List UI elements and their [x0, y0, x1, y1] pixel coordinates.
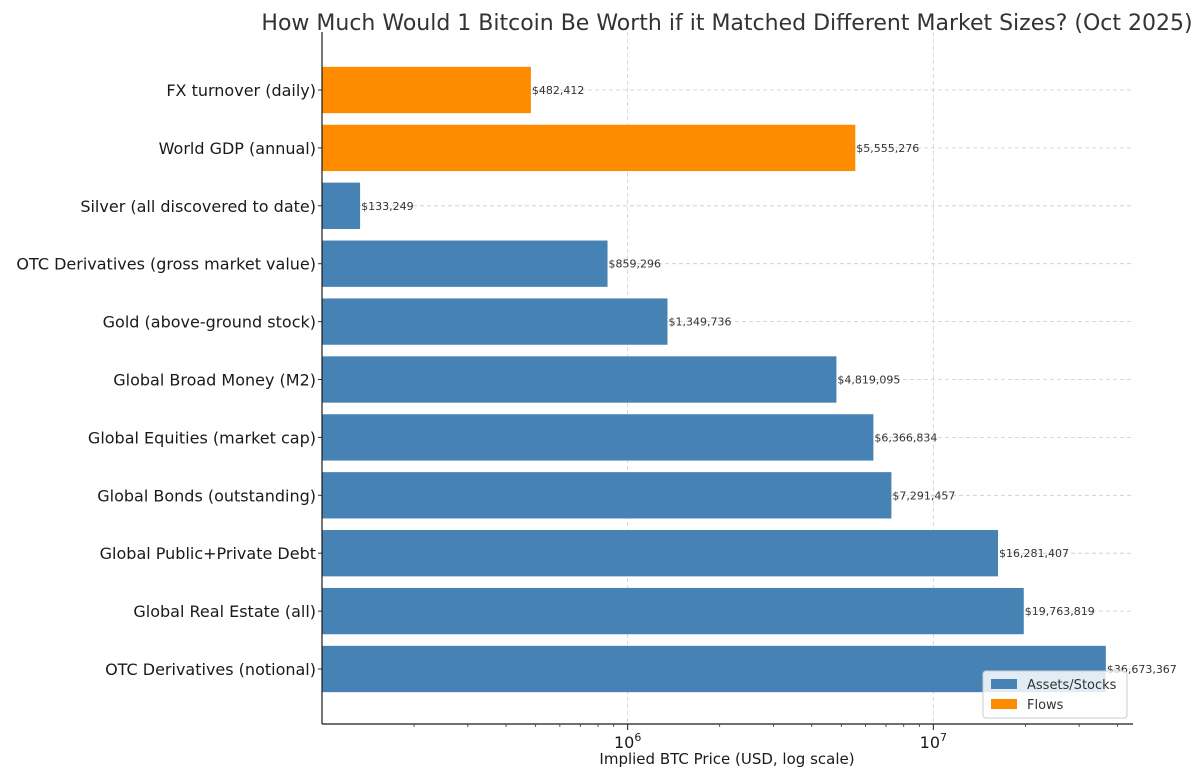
category-label: Global Broad Money (M2) — [113, 371, 316, 390]
category-label: OTC Derivatives (gross market value) — [16, 255, 316, 274]
bar — [322, 587, 1024, 635]
x-tick-label: 107 — [920, 731, 947, 752]
bar-value-label: $482,412 — [532, 84, 585, 97]
bar-value-label: $16,281,407 — [999, 547, 1069, 560]
x-tick-label: 106 — [614, 731, 641, 752]
category-label: Global Public+Private Debt — [100, 544, 316, 563]
x-axis-label: Implied BTC Price (USD, log scale) — [599, 750, 854, 768]
bar-value-label: $4,819,095 — [837, 374, 900, 387]
axes: FX turnover (daily) World GDP (annual) Sil… — [16, 32, 1133, 752]
bar — [322, 182, 361, 229]
bar — [322, 356, 837, 403]
bar — [322, 472, 892, 519]
bar — [322, 298, 668, 345]
bar-value-label: $7,291,457 — [892, 489, 955, 502]
bar-value-label: $859,296 — [609, 258, 662, 271]
category-label: OTC Derivatives (notional) — [105, 660, 316, 679]
legend-label: Flows — [1027, 698, 1064, 713]
bar-value-label: $1,349,736 — [668, 316, 731, 329]
bar — [322, 124, 856, 172]
bar — [322, 530, 999, 577]
bar-value-label: $5,555,276 — [856, 142, 919, 155]
legend-swatch — [991, 699, 1017, 709]
bar-value-label: $6,366,834 — [874, 431, 937, 444]
legend-box — [982, 670, 1128, 719]
legend-swatch — [991, 679, 1017, 689]
category-label: FX turnover (daily) — [166, 81, 316, 100]
category-label: World GDP (annual) — [159, 139, 316, 158]
bar-value-label: $133,249 — [361, 200, 414, 213]
bars: $482,412 $5,555,276 $133,249 $859,296 $1,349… — [322, 66, 1177, 693]
legend-label: Assets/Stocks — [1027, 678, 1117, 693]
category-label: Gold (above-ground stock) — [103, 313, 316, 332]
category-label: Global Equities (market cap) — [88, 428, 316, 447]
category-label: Silver (all discovered to date) — [80, 197, 316, 216]
bar — [322, 240, 608, 287]
bar — [322, 66, 531, 114]
bar — [322, 414, 874, 461]
bar-value-label: $19,763,819 — [1025, 605, 1095, 618]
chart-title: How Much Would 1 Bitcoin Be Worth if it … — [261, 11, 1192, 36]
legend: Assets/Stocks Flows — [982, 670, 1128, 719]
bar — [322, 645, 1106, 693]
category-label: Global Bonds (outstanding) — [97, 486, 316, 505]
category-label: Global Real Estate (all) — [133, 602, 316, 621]
